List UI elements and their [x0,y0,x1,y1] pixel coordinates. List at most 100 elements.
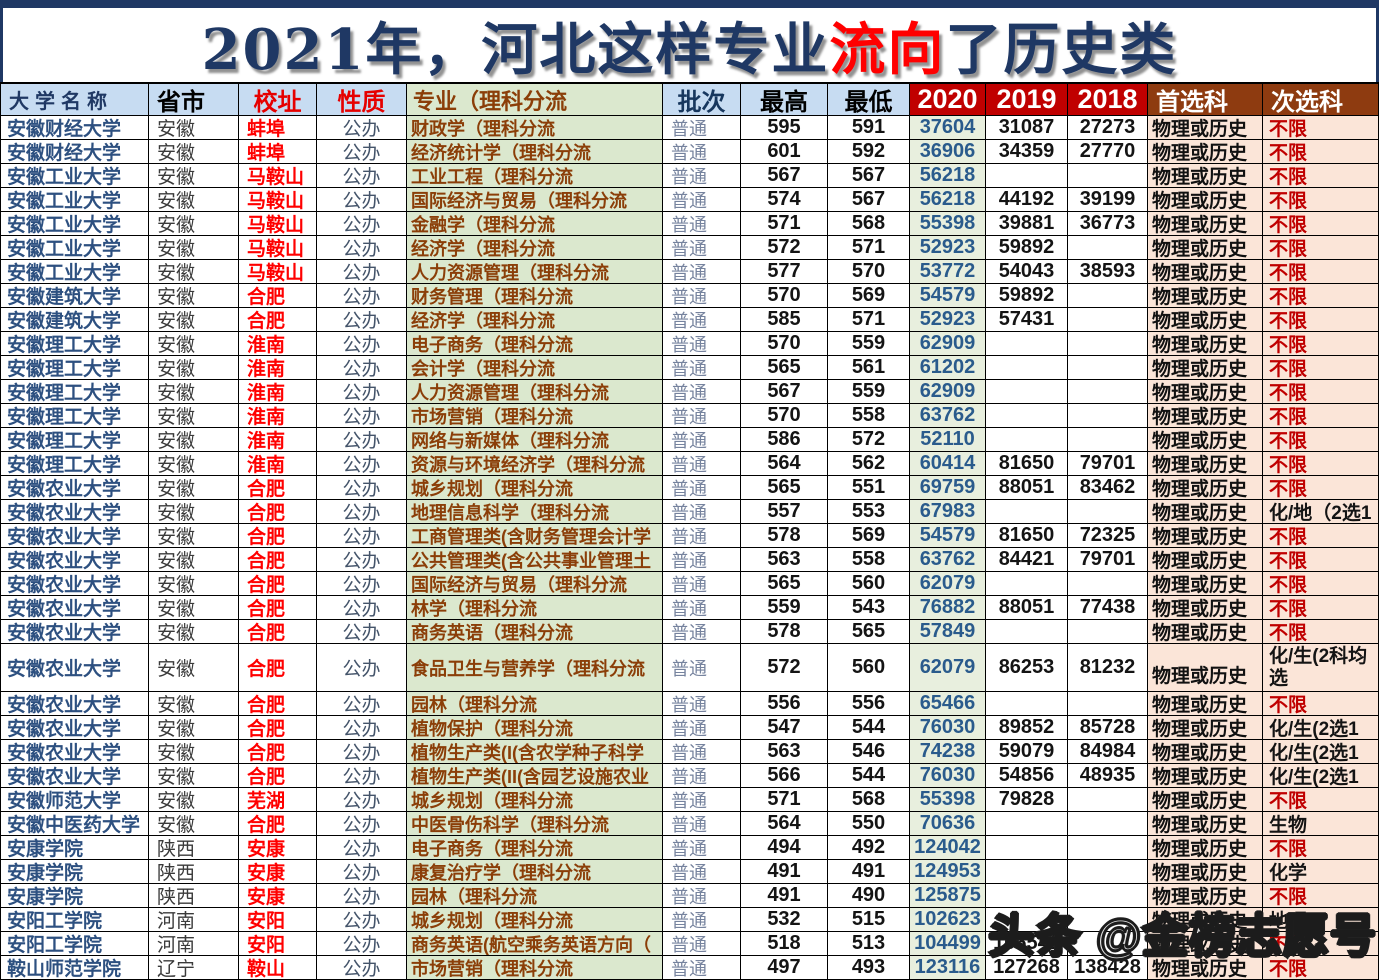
cell-y2018: 83462 [1068,476,1148,500]
table-row: 安徽工业大学 安徽 马鞍山 公办 人力资源管理（理科分流 普通 577 570 53772 540… [1,260,1379,284]
cell-first: 物理或历史 [1148,404,1263,428]
cell-second: 不限 [1263,284,1379,308]
cell-batch: 普通 [663,332,741,356]
cell-y2020: 65466 [910,692,986,716]
cell-second: 不限 [1263,476,1379,500]
cell-y2018 [1068,308,1148,332]
cell-y2019: 59079 [986,740,1068,764]
cell-name: 安徽师范大学 [1,788,149,812]
cell-y2020: 60414 [910,452,986,476]
table-row: 安徽理工大学 安徽 淮南 公办 网络与新媒体（理科分流 普通 586 572 52110 物理或历… [1,428,1379,452]
cell-y2018 [1068,428,1148,452]
cell-name: 安徽建筑大学 [1,284,149,308]
table-row: 安康学院 陕西 安康 公办 电子商务（理科分流 普通 494 492 124042 物理或历史 不限 [1,836,1379,860]
cell-y2020: 52923 [910,308,986,332]
cell-low: 546 [828,740,910,764]
cell-name: 安徽农业大学 [1,740,149,764]
cell-nature: 公办 [317,308,407,332]
cell-low: 567 [828,188,910,212]
table-row: 安徽农业大学 安徽 合肥 公办 国际经济与贸易（理科分流 普通 565 560 62079 物理或… [1,572,1379,596]
table-row: 安徽农业大学 安徽 合肥 公办 林学（理科分流 普通 559 543 76882 88051 774… [1,596,1379,620]
cell-y2019: 34359 [986,140,1068,164]
cell-batch: 普通 [663,548,741,572]
cell-y2019 [986,884,1068,908]
table-row: 安康学院 陕西 安康 公办 康复治疗学（理科分流 普通 491 491 124953 物理或历史化… [1,860,1379,884]
cell-prov: 安徽 [149,212,239,236]
cell-city: 鞍山 [239,956,317,980]
cell-nature: 公办 [317,764,407,788]
cell-y2020: 76882 [910,596,986,620]
cell-y2019 [986,356,1068,380]
cell-y2019: 81650 [986,524,1068,548]
table-row: 安康学院 陕西 安康 公办 园林（理科分流 普通 491 490 125875 物理或历史 不限 [1,884,1379,908]
cell-name: 安徽农业大学 [1,644,149,692]
cell-high: 566 [741,764,828,788]
cell-major: 康复治疗学（理科分流 [407,860,663,884]
cell-nature: 公办 [317,452,407,476]
cell-major: 食品卫生与营养学（理科分流 [407,644,663,692]
cell-low: 558 [828,404,910,428]
cell-name: 安徽农业大学 [1,692,149,716]
cell-city: 安阳 [239,908,317,932]
cell-city: 安康 [239,884,317,908]
cell-name: 安徽理工大学 [1,452,149,476]
cell-batch: 普通 [663,932,741,956]
table-row: 安徽农业大学 安徽 合肥 公办 商务英语（理科分流 普通 578 565 57849 物理或历史不… [1,620,1379,644]
cell-y2018: 27273 [1068,116,1148,140]
cell-high: 595 [741,116,828,140]
cell-batch: 普通 [663,140,741,164]
cell-major: 金融学（理科分流 [407,212,663,236]
cell-city: 合肥 [239,596,317,620]
table-row: 安徽农业大学 安徽 合肥 公办 工商管理类(含财务管理会计学 普通 578 569 54579 8… [1,524,1379,548]
table-row: 安徽财经大学 安徽 蚌埠 公办 经济统计学（理科分流 普通 601 592 36906 34359… [1,140,1379,164]
cell-high: 497 [741,956,828,980]
cell-second: 不限 [1263,356,1379,380]
cell-first: 物理或历史 [1148,908,1263,932]
cell-nature: 公办 [317,836,407,860]
cell-low: 572 [828,428,910,452]
cell-low: 559 [828,332,910,356]
cell-name: 安徽农业大学 [1,716,149,740]
cell-y2018: 36773 [1068,212,1148,236]
cell-city: 合肥 [239,476,317,500]
cell-nature: 公办 [317,476,407,500]
cell-high: 565 [741,356,828,380]
cell-y2019 [986,692,1068,716]
cell-high: 494 [741,836,828,860]
cell-nature: 公办 [317,956,407,980]
cell-prov: 安徽 [149,812,239,836]
table-row: 安徽农业大学 安徽 合肥 公办 公共管理类(含公共事业管理土 普通 563 558 63762 8… [1,548,1379,572]
cell-name: 安徽农业大学 [1,476,149,500]
cell-major: 经济学（理科分流 [407,236,663,260]
cell-city: 淮南 [239,380,317,404]
cell-high: 518 [741,932,828,956]
cell-name: 安阳工学院 [1,932,149,956]
cell-high: 586 [741,428,828,452]
cell-nature: 公办 [317,116,407,140]
cell-y2018: 72325 [1068,524,1148,548]
header-province: 省市 [149,84,239,116]
cell-y2018: 77438 [1068,596,1148,620]
cell-low: 558 [828,548,910,572]
cell-major: 城乡规划（理科分流 [407,788,663,812]
cell-y2020: 52923 [910,236,986,260]
cell-name: 安徽理工大学 [1,404,149,428]
header-first-subject: 首选科 [1148,84,1263,116]
cell-batch: 普通 [663,956,741,980]
cell-batch: 普通 [663,428,741,452]
cell-nature: 公办 [317,908,407,932]
cell-city: 淮南 [239,428,317,452]
cell-y2020: 70636 [910,812,986,836]
cell-second: 不限 [1263,548,1379,572]
cell-name: 安徽理工大学 [1,380,149,404]
cell-y2020: 56218 [910,164,986,188]
cell-nature: 公办 [317,188,407,212]
cell-major: 电子商务（理科分流 [407,836,663,860]
cell-first: 物理或历史 [1148,764,1263,788]
cell-low: 569 [828,524,910,548]
cell-major: 会计学（理科分流 [407,356,663,380]
cell-second: 不限 [1263,116,1379,140]
cell-city: 合肥 [239,716,317,740]
cell-y2019: 54043 [986,260,1068,284]
cell-low: 553 [828,500,910,524]
